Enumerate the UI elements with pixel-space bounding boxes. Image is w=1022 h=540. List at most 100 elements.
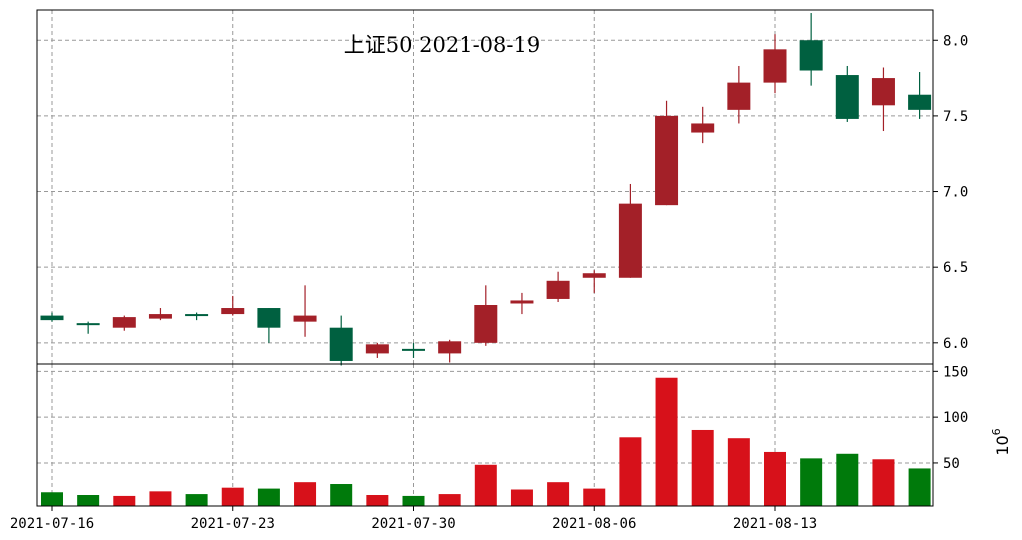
candle [402,342,425,358]
chart-title: 上证50 2021-08-19 [344,33,540,57]
volume-bar [185,494,208,506]
candle-body [618,203,642,278]
candle [546,271,570,302]
x-tick-label: 2021-07-30 [371,516,455,532]
volume-bars [41,377,931,506]
volume-bar [438,494,461,506]
candle [40,312,64,322]
candle-body [365,344,389,354]
candle [185,312,209,321]
volume-bar [619,437,642,506]
candle [148,308,172,321]
candle [799,13,823,86]
volume-bar [583,488,606,506]
volume-panel-frame [36,363,934,507]
candle-body [293,315,317,322]
volume-bar [474,464,497,506]
candle-body [763,49,787,83]
candle [293,285,317,337]
volume-bar [800,458,823,506]
candle [329,315,353,366]
candle-body [112,317,136,328]
price-candles [40,13,932,366]
volume-bar [402,495,425,506]
candle-body [727,82,751,110]
volume-bar [149,491,172,506]
price-tick-label: 6.0 [943,336,968,352]
volume-bar [908,468,931,506]
x-tick-label: 2021-07-23 [191,516,275,532]
volume-bar [366,495,389,506]
candle-body [185,314,209,317]
volume-bar [330,484,353,506]
price-tick-label: 8.0 [943,33,968,49]
candle [257,308,281,343]
volume-bar [836,453,859,506]
candle-body [799,40,823,71]
candle [221,295,245,316]
volume-bar [691,429,714,506]
candle-body [148,314,172,319]
volume-bar [764,451,786,506]
candle-body [329,327,353,361]
volume-unit-base: 10 [993,435,1012,455]
candle [835,65,859,122]
candle-body [402,348,425,351]
candle-body [908,94,932,110]
volume-unit-label: 106 [990,428,1012,455]
x-tick-label: 2021-07-16 [10,516,94,532]
volume-bar [872,459,895,506]
price-axis-ticks: 6.0 6.5 7.0 7.5 8.0 [933,33,968,352]
candle [112,315,136,331]
volume-bar [257,488,280,506]
candle-body [582,273,606,278]
volume-bar [655,377,678,506]
volume-tick-label: 100 [943,410,968,426]
volume-unit-exponent: 6 [990,428,1003,435]
volume-bar [221,487,244,506]
candle [474,285,498,346]
candle [582,270,606,293]
price-tick-label: 7.5 [943,109,968,125]
price-tick-label: 7.0 [943,185,968,201]
svg-text:106: 106 [990,428,1012,455]
volume-grid [37,364,933,506]
x-tick-label: 2021-08-13 [733,516,817,532]
candle [365,342,389,358]
candle [908,72,932,119]
volume-axis-ticks: 50 100 150 [933,364,968,472]
candle-body [655,115,679,206]
volume-bar [113,495,136,506]
candle-body [40,315,64,321]
volume-bar [294,482,317,506]
price-tick-label: 6.5 [943,260,968,276]
candle-body [474,305,498,343]
volume-bar [727,438,750,506]
candle-body [871,78,895,106]
candle-body [510,300,534,304]
volume-bar [77,495,100,506]
candle [871,67,895,132]
candle-body [691,123,715,133]
volume-tick-label: 150 [943,364,968,380]
candle-body [76,323,100,326]
candle-body [257,308,281,328]
candle-body [221,308,245,315]
candle [438,339,462,363]
candle [727,65,751,124]
volume-bar [510,489,533,506]
volume-tick-label: 50 [943,456,960,472]
candle [618,183,642,278]
candle [655,100,679,206]
candle [510,292,534,315]
candle [691,106,715,144]
candle-body [835,75,859,119]
x-axis-ticks: 2021-07-16 2021-07-23 2021-07-30 2021-08-06… [10,506,817,532]
candle [763,34,787,94]
candle-body [546,280,570,299]
candle [76,321,100,334]
volume-bar [41,492,63,506]
candle-body [438,341,462,354]
volume-bar [547,482,570,506]
